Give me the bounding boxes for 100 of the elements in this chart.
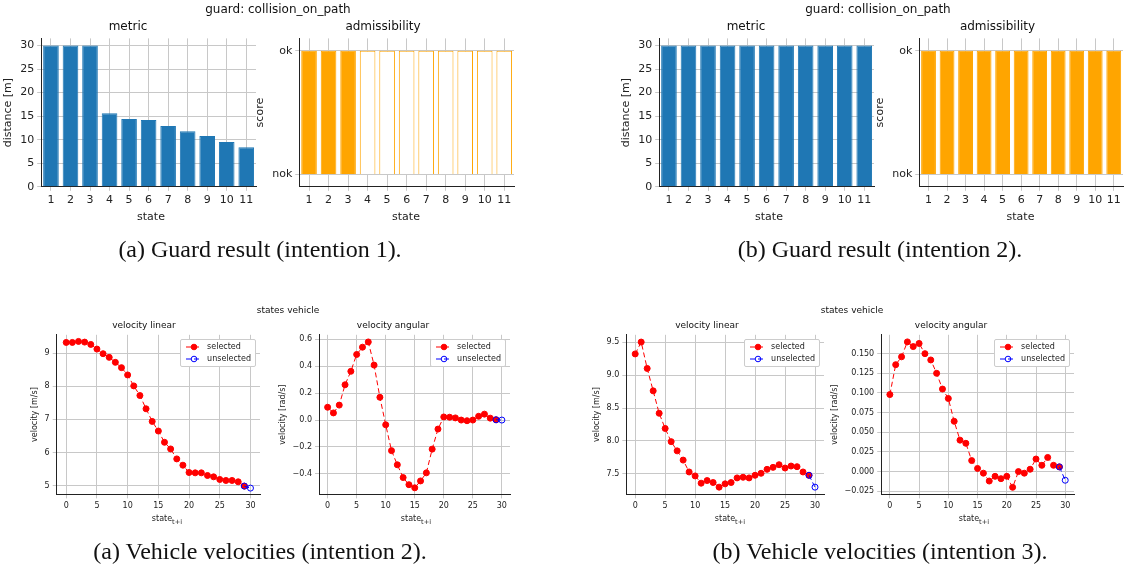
point bbox=[142, 405, 150, 413]
point bbox=[703, 477, 711, 485]
chart-title: velocity linear bbox=[112, 319, 177, 330]
point bbox=[927, 356, 935, 364]
point bbox=[173, 455, 181, 463]
bar bbox=[160, 126, 176, 187]
text: guard: collision_on_path bbox=[204, 2, 352, 16]
y-tick-label: 30 bbox=[638, 38, 653, 52]
point bbox=[892, 361, 900, 369]
x-tick-label: 7 bbox=[782, 193, 790, 207]
point bbox=[781, 464, 789, 472]
x-tick-label: 11 bbox=[1106, 193, 1121, 207]
x-tick-label: 8 bbox=[802, 193, 810, 207]
x-axis-title: state bbox=[136, 210, 166, 223]
point bbox=[997, 475, 1005, 483]
y-tick-label: 8.5 bbox=[606, 403, 620, 413]
point bbox=[87, 340, 95, 348]
x-tick-label: 6 bbox=[403, 193, 411, 207]
x-tick-label: 10 bbox=[837, 193, 852, 207]
point bbox=[637, 338, 645, 346]
point bbox=[763, 465, 771, 473]
point bbox=[1044, 453, 1052, 461]
x-tick-label: 3 bbox=[86, 193, 94, 207]
point bbox=[1014, 468, 1022, 476]
y-tick-label: 0.000 bbox=[851, 466, 875, 476]
point bbox=[353, 350, 361, 358]
point bbox=[216, 475, 224, 483]
point bbox=[685, 468, 693, 476]
x-tick-label: 30 bbox=[1060, 501, 1071, 511]
point bbox=[451, 414, 459, 422]
y-tick-label: −0.025 bbox=[844, 486, 875, 496]
x-tick-label: 2 bbox=[66, 193, 74, 207]
point bbox=[370, 361, 378, 369]
point bbox=[709, 479, 717, 487]
point bbox=[148, 417, 156, 425]
point bbox=[388, 447, 396, 455]
point bbox=[775, 461, 783, 469]
x-axis-title: state$_{t+i}$ bbox=[150, 514, 184, 526]
point bbox=[234, 478, 242, 486]
legend-label: selected bbox=[1021, 340, 1055, 353]
y-tick-label: 0.025 bbox=[851, 447, 875, 457]
bar bbox=[82, 45, 98, 187]
y-tick-label: 8 bbox=[44, 381, 50, 391]
point bbox=[463, 417, 471, 425]
x-axis-title: state$_{t+i}$ bbox=[957, 514, 991, 526]
x-tick-label: 4 bbox=[980, 193, 988, 207]
point bbox=[117, 364, 125, 372]
y-tick-label: 10 bbox=[20, 132, 35, 146]
point bbox=[382, 421, 390, 429]
bar bbox=[218, 142, 235, 187]
point bbox=[968, 457, 976, 465]
point bbox=[111, 358, 119, 366]
point bbox=[979, 469, 987, 477]
legend-label: selected bbox=[207, 340, 241, 353]
point bbox=[1026, 465, 1034, 473]
bar bbox=[121, 118, 137, 187]
point bbox=[329, 409, 337, 417]
chart-title: admissibility bbox=[345, 19, 421, 34]
y-tick-label: 7.5 bbox=[606, 469, 620, 479]
point bbox=[751, 471, 759, 479]
x-tick-label: 15 bbox=[972, 501, 983, 511]
y-tick-label: 0 bbox=[645, 179, 653, 193]
text: (b) Guard result (intention 2). bbox=[736, 236, 1024, 263]
point bbox=[228, 476, 236, 484]
x-tick-label: 0 bbox=[63, 501, 69, 511]
y-tick-label: 0.100 bbox=[851, 388, 875, 398]
point bbox=[434, 425, 442, 433]
point bbox=[933, 369, 941, 377]
chart-title: velocity angular bbox=[356, 319, 430, 330]
x-tick-label: 5 bbox=[916, 501, 922, 511]
point bbox=[405, 481, 413, 489]
x-tick-label: 20 bbox=[438, 501, 449, 511]
y-tick-label: 15 bbox=[638, 108, 653, 122]
point bbox=[1020, 469, 1028, 477]
y-tick-label: 0.4 bbox=[299, 361, 313, 371]
point bbox=[475, 412, 483, 420]
point bbox=[99, 350, 107, 358]
x-tick-label: 9 bbox=[203, 193, 211, 207]
x-tick-label: 10 bbox=[219, 193, 234, 207]
y-tick-label: 25 bbox=[20, 61, 35, 75]
y-tick-label: 9 bbox=[44, 348, 50, 358]
point bbox=[1032, 455, 1040, 463]
y-tick-label: 0.0 bbox=[299, 415, 313, 425]
legend-label: unselected bbox=[457, 352, 501, 365]
point bbox=[480, 410, 488, 418]
x-tick-label: 25 bbox=[779, 501, 791, 511]
x-tick-label: 4 bbox=[724, 193, 732, 207]
point bbox=[903, 338, 911, 346]
point bbox=[154, 427, 162, 435]
x-tick-label: 20 bbox=[1001, 501, 1012, 511]
text: (b) Vehicle velocities (intention 3). bbox=[711, 538, 1049, 565]
x-tick-label: 1 bbox=[925, 193, 933, 207]
x-tick-label: 25 bbox=[1030, 501, 1042, 511]
point bbox=[898, 353, 906, 361]
chart-title: velocity linear bbox=[675, 319, 740, 330]
x-tick-label: 5 bbox=[743, 193, 751, 207]
y-tick-label: 0.075 bbox=[851, 407, 875, 417]
y-tick-label: 15 bbox=[20, 108, 35, 122]
point bbox=[921, 350, 929, 358]
x-tick-label: 3 bbox=[704, 193, 712, 207]
